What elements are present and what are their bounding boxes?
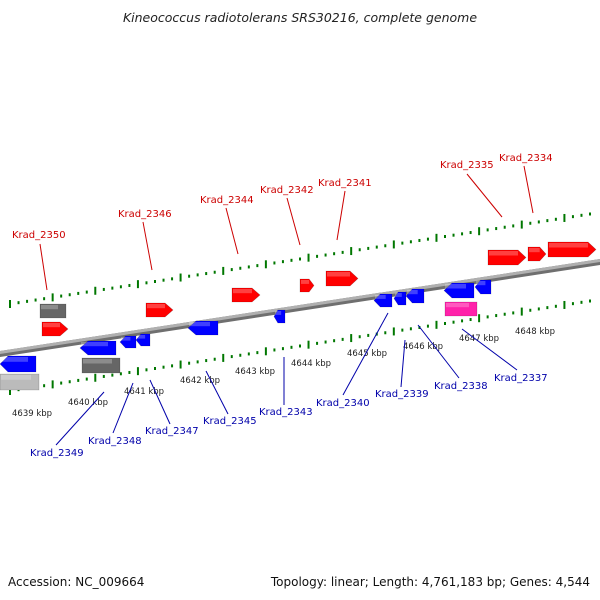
- gene-feature-other: [444, 301, 478, 317]
- feature-highlight: [83, 359, 112, 364]
- gene-feature-forward: [487, 249, 527, 266]
- gene-feature-forward: [299, 278, 315, 293]
- gene-leader-line: [149, 379, 171, 425]
- kbp-label: 4645 kbp: [347, 349, 387, 359]
- feature-highlight: [446, 303, 469, 308]
- gene-leader-line: [400, 339, 406, 388]
- gene-feature-reverse: [405, 288, 425, 304]
- gene-label-reverse: Krad_2339: [375, 389, 429, 400]
- feature-highlight: [375, 295, 386, 299]
- gene-label-reverse: Krad_2337: [494, 373, 548, 384]
- feature-highlight: [476, 281, 486, 286]
- gene-leader-line: [466, 173, 503, 218]
- gene-leader-line: [112, 382, 134, 434]
- gene-label-reverse: Krad_2349: [30, 448, 84, 459]
- rna-feature: [81, 357, 121, 374]
- gene-label-forward: Krad_2342: [260, 185, 314, 196]
- kbp-label: 4643 kbp: [235, 367, 275, 377]
- gene-label-forward: Krad_2334: [499, 153, 553, 164]
- kbp-label: 4641 kbp: [124, 387, 164, 397]
- gene-leader-line: [417, 324, 460, 379]
- gene-feature-forward: [547, 241, 597, 258]
- feature-highlight: [549, 243, 588, 248]
- gene-label-forward: Krad_2346: [118, 209, 172, 220]
- feature-highlight: [275, 311, 282, 315]
- feature-highlight: [147, 304, 165, 309]
- gene-labels-forward: Krad_2350 Krad_2346 Krad_2344 Krad_2342 Krad…: [12, 153, 553, 291]
- kbp-label: 4648 kbp: [515, 327, 555, 337]
- kbp-label: 4639 kbp: [12, 409, 52, 419]
- gene-feature-forward: [41, 321, 69, 337]
- map-title: Kineococcus radiotolerans SRS30216, comp…: [123, 10, 477, 25]
- gene-feature-reverse: [79, 340, 117, 356]
- feature-highlight: [189, 322, 210, 327]
- genome-summary-text: Topology: linear; Length: 4,761,183 bp; …: [270, 575, 590, 589]
- gene-feature-reverse: [273, 309, 286, 324]
- rna-feature: [0, 373, 40, 391]
- accession-text: Accession: NC_009664: [8, 575, 144, 589]
- gene-label-forward: Krad_2350: [12, 230, 66, 241]
- gene-leader-line: [205, 370, 229, 415]
- gene-leader-line: [461, 328, 518, 371]
- feature-highlight: [301, 280, 310, 284]
- gene-leader-line: [286, 197, 301, 246]
- gene-feature-reverse: [135, 333, 151, 347]
- gene-feature-forward: [527, 246, 547, 262]
- gene-leader-line: [523, 165, 534, 214]
- gene-feature-reverse: [474, 279, 492, 295]
- feature-highlight: [121, 337, 131, 341]
- feature-highlight: [1, 375, 31, 380]
- kbp-label: 4644 kbp: [291, 359, 331, 369]
- feature-highlight: [445, 284, 466, 289]
- gene-feature-reverse: [443, 282, 475, 299]
- genome-backbone: [0, 259, 600, 357]
- feature-track: [0, 241, 597, 391]
- feature-highlight: [41, 305, 58, 310]
- gene-label-reverse: Krad_2340: [316, 398, 370, 409]
- kbp-label: 4642 kbp: [180, 376, 220, 386]
- gene-feature-reverse: [119, 335, 137, 349]
- feature-highlight: [137, 335, 146, 339]
- feature-highlight: [81, 342, 108, 347]
- gene-feature-forward: [325, 270, 359, 287]
- feature-highlight: [407, 290, 418, 295]
- gene-leader-line: [225, 207, 239, 255]
- gene-feature-reverse: [0, 355, 37, 373]
- gene-leader-line: [342, 312, 389, 396]
- kbp-label: 4640 kbp: [68, 398, 108, 408]
- gene-labels-reverse: Krad_2349Krad_2348Krad_2347Krad_2345Krad…: [30, 312, 548, 459]
- gene-label-reverse: Krad_2345: [203, 416, 257, 427]
- gene-leader-line: [142, 221, 153, 271]
- gene-label-reverse: Krad_2343: [259, 407, 313, 418]
- gene-label-reverse: Krad_2338: [434, 381, 488, 392]
- kbp-label: 4646 kbp: [403, 342, 443, 352]
- feature-highlight: [327, 272, 350, 277]
- gene-feature-forward: [231, 287, 261, 303]
- rna-feature: [39, 303, 67, 319]
- feature-highlight: [1, 357, 28, 362]
- feature-highlight: [395, 293, 402, 297]
- tick-track-bottom: [9, 299, 591, 395]
- feature-highlight: [489, 251, 518, 256]
- feature-highlight: [529, 248, 540, 253]
- gene-label-forward: Krad_2344: [200, 195, 254, 206]
- gene-leader-line: [336, 190, 346, 241]
- kbp-scale-labels: 4639 kbp 4640 kbp 4641 kbp 4642 kbp 4643 kbp…: [12, 327, 555, 419]
- gene-feature-reverse: [373, 293, 393, 308]
- gene-label-forward: Krad_2335: [440, 160, 494, 171]
- gene-leader-line: [55, 391, 105, 446]
- gene-feature-forward: [145, 302, 174, 318]
- gene-feature-reverse: [187, 320, 219, 336]
- gene-label-forward: Krad_2341: [318, 178, 372, 189]
- gene-label-reverse: Krad_2348: [88, 436, 142, 447]
- gene-feature-reverse: [393, 291, 407, 306]
- kbp-label: 4647 kbp: [459, 334, 499, 344]
- gene-label-reverse: Krad_2347: [145, 426, 199, 437]
- gene-leader-line: [39, 243, 48, 291]
- feature-highlight: [43, 323, 60, 328]
- feature-highlight: [233, 289, 252, 294]
- tick-track-top: [9, 212, 591, 308]
